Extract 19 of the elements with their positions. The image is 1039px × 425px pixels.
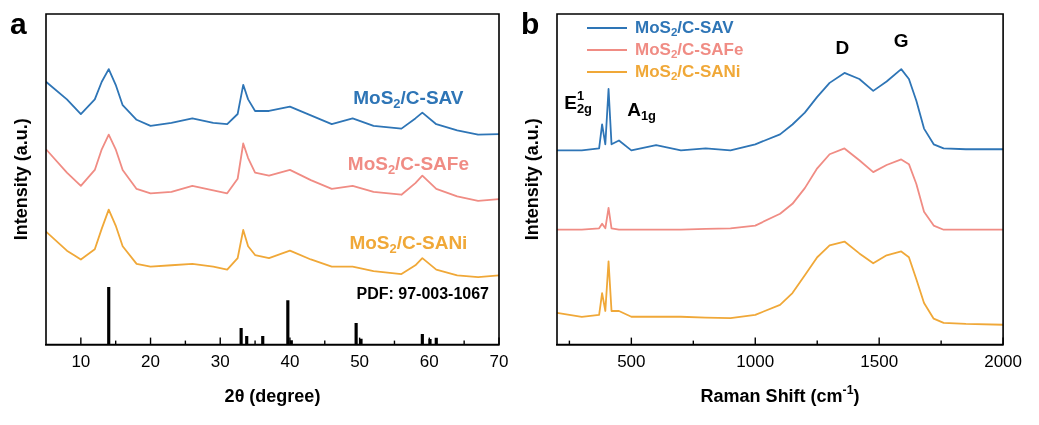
x-tick-label: 1000	[736, 352, 775, 372]
y-axis-title: Intensity (a.u.)	[521, 118, 542, 241]
chart-title: a	[10, 7, 27, 41]
x-tick-label: 2000	[984, 352, 1022, 372]
x-tick-label: 40	[280, 352, 300, 372]
y-axis-title: Intensity (a.u.)	[10, 118, 31, 241]
annotation: G	[893, 30, 909, 52]
x-tick-label: 10	[71, 352, 91, 372]
x-tick-label: 1500	[860, 352, 899, 372]
annotation: D	[835, 37, 850, 59]
annotation: PDF: 97-003-1067	[356, 285, 490, 303]
x-tick-label: 30	[210, 352, 230, 372]
x-tick-label: 70	[489, 352, 509, 372]
x-axis-title: 2θ (degree)	[224, 385, 321, 406]
x-tick-label: 60	[419, 352, 439, 372]
chart-title: b	[521, 7, 540, 41]
x-tick-label: 500	[617, 352, 646, 372]
x-tick-label: 50	[350, 352, 370, 372]
x-tick-label: 20	[141, 352, 160, 372]
